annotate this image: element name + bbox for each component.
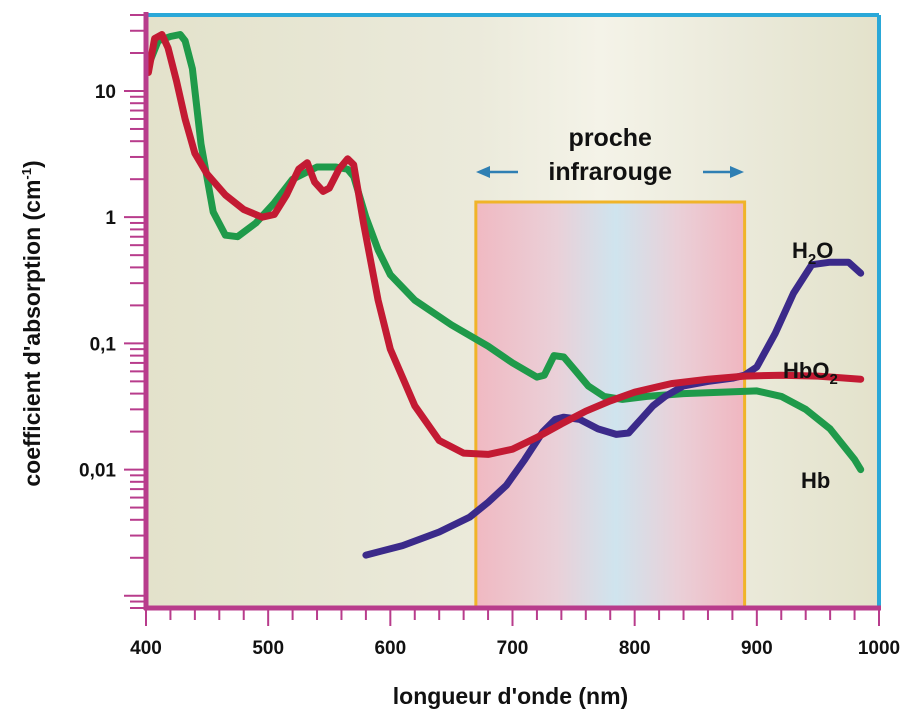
y-axis-title: coefficient d'absorption (cm-1) <box>19 160 45 486</box>
series-labels: H2O HbO2 Hb <box>783 238 838 493</box>
x-tick-label: 500 <box>252 638 284 659</box>
x-axis-title: longueur d'onde (nm) <box>393 683 628 709</box>
y-axis-title-sup: -1 <box>19 168 34 180</box>
series-line-hbo2 <box>144 31 865 458</box>
hbo2-label-main: HbO <box>783 358 829 383</box>
band-arrow-right-head <box>730 166 744 178</box>
series-line-h2o <box>362 258 865 559</box>
x-tick-label: 800 <box>619 638 651 659</box>
ticks <box>124 14 880 626</box>
h2o-label-main: H <box>792 238 808 263</box>
near-infrared-band <box>474 200 747 610</box>
y-tick-label: 0,01 <box>79 461 116 482</box>
x-tick-label: 1000 <box>858 638 900 659</box>
y-axis-title-main: coefficient d'absorption (cm <box>19 180 45 487</box>
band-arrow-left-head <box>476 166 490 178</box>
band-label-line1: proche <box>569 124 652 152</box>
h2o-label-end: O <box>816 238 833 263</box>
hbo2-label-sub: 2 <box>829 371 837 388</box>
x-tick-label: 700 <box>497 638 529 659</box>
y-tick-label: 1 <box>105 208 116 229</box>
x-tick-label: 400 <box>130 638 162 659</box>
band-label-line2: infrarouge <box>548 158 672 186</box>
series-layer <box>144 31 865 559</box>
y-axis-title-close: ) <box>19 160 45 168</box>
tick-labels: 400 500 600 700 800 900 1000 10 1 0,1 0,01 <box>79 82 900 659</box>
y-tick-label: 10 <box>95 82 116 103</box>
y-tick-label: 0,1 <box>90 334 117 355</box>
x-tick-label: 600 <box>374 638 406 659</box>
series-label-hbo2: HbO2 <box>783 358 838 388</box>
series-label-hb: Hb <box>801 468 830 493</box>
band-arrows <box>476 166 744 178</box>
series-label-h2o: H2O <box>792 238 833 268</box>
near-infrared-label: proche infrarouge <box>476 124 744 186</box>
x-tick-label: 900 <box>741 638 773 659</box>
h2o-label-sub: 2 <box>808 251 816 268</box>
series-line-hb <box>144 31 865 474</box>
